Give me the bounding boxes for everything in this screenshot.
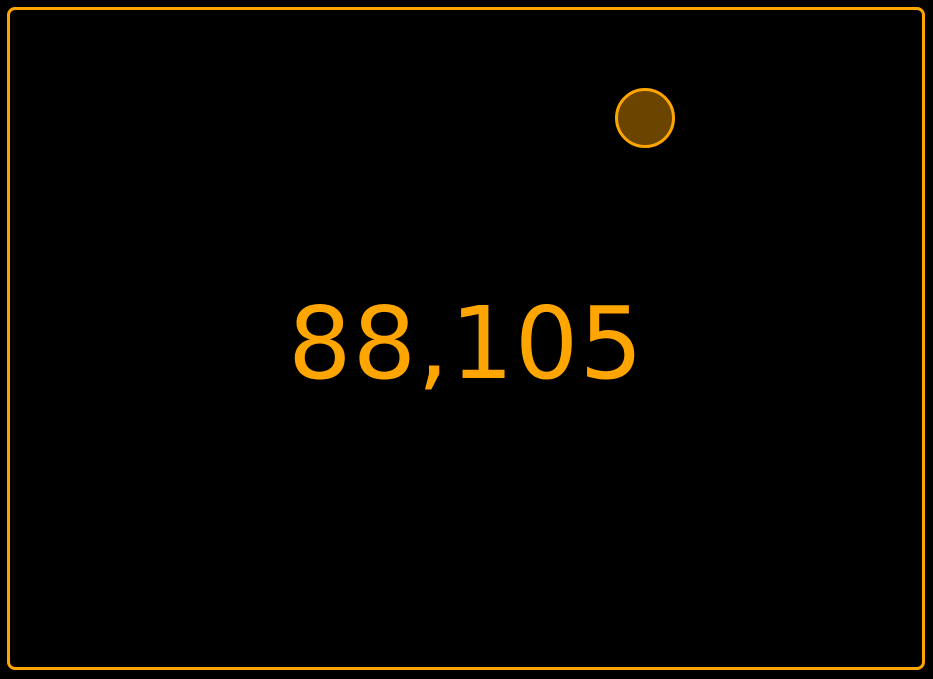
counter-panel: 88,105 [7,7,925,670]
counter-value: 88,105 [288,285,644,402]
status-dot-icon [615,88,675,148]
